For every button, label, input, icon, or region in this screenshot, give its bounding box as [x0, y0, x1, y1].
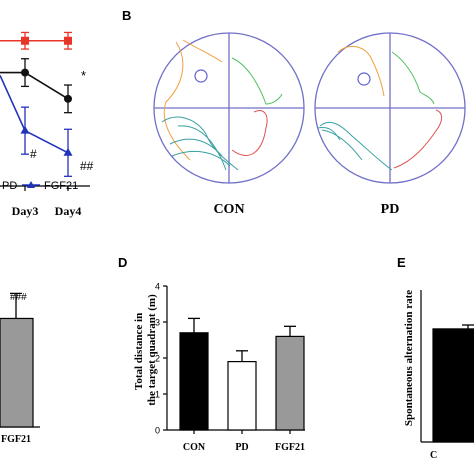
panel-a-series — [0, 31, 73, 177]
panel-d-y-axis-label: Total distance in the target quadrant (m… — [133, 294, 158, 406]
panel-d-bars: CON PD FGF21 — [179, 317, 305, 453]
maze-pd-track-teal — [317, 121, 393, 171]
panel-a-tick-label-day4: Day4 — [55, 204, 82, 218]
maze-con-track-orange — [163, 41, 191, 161]
panel-a-hash-annotation-day3: # — [30, 147, 37, 161]
panel-e-y-axis-label: Spontaneous alternation rate — [403, 290, 415, 426]
maze-pd — [314, 32, 466, 184]
panel-d-bar — [227, 361, 257, 431]
panel-e-bar-chart: Spontaneous alternation rate C — [403, 290, 474, 461]
maze-con-label: CON — [213, 202, 244, 217]
panel-e-tick-label: C — [430, 450, 437, 461]
maze-con — [153, 32, 305, 184]
panel-d-x-tick-label: CON — [183, 442, 206, 453]
panel-a-tick-label-day3: Day3 — [12, 204, 39, 218]
maze-pd-track-green — [391, 51, 435, 105]
panel-a-series-line — [0, 75, 69, 154]
panel-a-point-triangle — [63, 147, 73, 156]
panel-d-y-tick-label: 4 — [155, 282, 160, 292]
panel-d-y-axis-label-line1: Total distance in — [133, 313, 145, 390]
panel-a-point-triangle — [20, 125, 30, 134]
maze-pd-platform — [357, 72, 371, 86]
panel-e-bars — [432, 324, 474, 443]
panel-a-point-circle — [64, 94, 72, 103]
panel-a-legend-fgf21: FGF21 — [44, 180, 78, 192]
panel-c-bar — [0, 317, 34, 428]
maze-pd-label: PD — [381, 202, 400, 217]
panel-d-bar-chart: Total distance in the target quadrant (m… — [133, 282, 305, 453]
panel-a-hash-annotation-day4: ## — [80, 159, 94, 173]
panel-a-legend-pd: PD — [2, 180, 17, 192]
panel-c-tick-label-fgf21: FGF21 — [1, 434, 31, 445]
panel-d-y-tick-label: 3 — [155, 318, 160, 328]
maze-con-platform — [194, 69, 208, 83]
panel-d-x-tick-label: FGF21 — [275, 442, 305, 453]
maze-con-track-orange-2 — [182, 39, 223, 63]
panel-d-bar — [275, 335, 305, 431]
panel-a-legend-fgf21-marker — [27, 181, 35, 188]
panel-d-bar — [179, 332, 209, 431]
panel-a-line-chart: Day3 Day4 * # ## PD FGF21 — [0, 31, 94, 218]
panel-b-label: B — [122, 8, 131, 23]
panel-a-point-square — [64, 36, 72, 45]
panel-d-y-tick-label: 0 — [155, 426, 160, 436]
panel-d-label: D — [118, 255, 127, 270]
panel-d-x-tick-label: PD — [235, 442, 248, 453]
panel-e-label: E — [397, 255, 406, 270]
panel-d-y-tick-label: 2 — [155, 354, 160, 364]
panel-a-point-circle — [21, 68, 29, 77]
maze-con-track-red — [231, 110, 268, 156]
panel-d-y-axis-label-line2: the target quadrant (m) — [146, 294, 158, 406]
maze-con-track-green — [231, 57, 283, 105]
maze-con-track-teal — [161, 116, 239, 171]
panel-c-bars — [0, 292, 34, 428]
panel-d-y-tick-label: 1 — [155, 390, 160, 400]
panel-a-point-square — [21, 36, 29, 45]
maze-pd-track-orange — [337, 45, 385, 97]
panel-c-annotation: ### — [10, 292, 27, 303]
panel-a-red-star-annotation: * — [81, 68, 86, 83]
panel-e-bar — [432, 328, 474, 443]
panel-c-bar-chart: ### FGF21 — [0, 292, 40, 445]
panel-a-series-line — [0, 71, 69, 100]
maze-pd-track-red — [393, 109, 443, 169]
